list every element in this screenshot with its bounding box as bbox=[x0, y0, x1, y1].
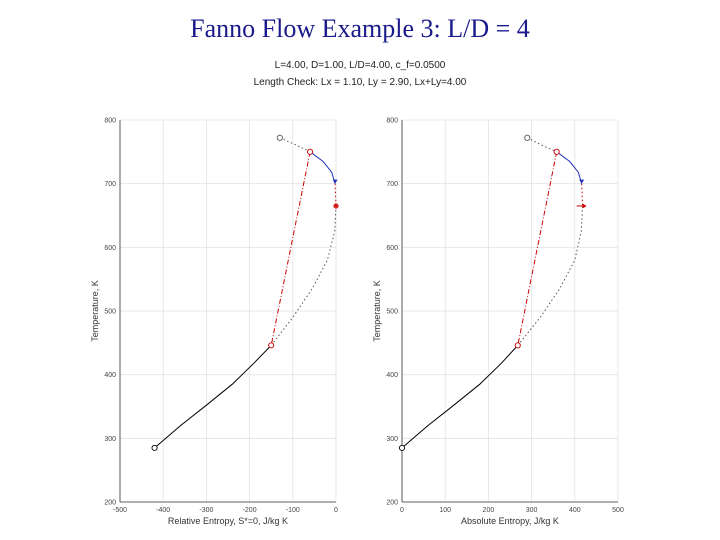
arrow-marker bbox=[332, 179, 338, 184]
x-tick-label: -400 bbox=[156, 507, 170, 514]
y-axis-label: Temperature, K bbox=[372, 280, 382, 342]
data-point-marker bbox=[276, 134, 283, 141]
x-tick-label: 400 bbox=[569, 507, 581, 514]
y-axis-label: Temperature, K bbox=[90, 280, 100, 342]
x-tick-label: -500 bbox=[113, 507, 127, 514]
x-tick-label: 0 bbox=[400, 507, 404, 514]
y-tick-label: 200 bbox=[104, 500, 116, 507]
y-tick-label: 800 bbox=[104, 118, 116, 125]
y-tick-label: 500 bbox=[104, 309, 116, 316]
y-tick-label: 700 bbox=[104, 181, 116, 188]
x-tick-label: -100 bbox=[286, 507, 300, 514]
arrow-marker bbox=[579, 179, 585, 184]
x-tick-label: 300 bbox=[526, 507, 538, 514]
x-tick-label: 100 bbox=[439, 507, 451, 514]
series-line-4 bbox=[270, 151, 311, 346]
chart-info-line-1: L=4.00, D=1.00, L/D=4.00, c_f=0.0500 bbox=[274, 60, 446, 71]
x-axis-label: Absolute Entropy, J/kg K bbox=[461, 516, 559, 526]
x-tick-label: -300 bbox=[199, 507, 213, 514]
series-line-5 bbox=[556, 151, 583, 184]
chart-panel-2: 0 100 200 300 400 500 200 300 400 500 600 700 800 Abs… bbox=[372, 118, 624, 527]
y-tick-label: 800 bbox=[386, 118, 398, 125]
series-line-5 bbox=[309, 151, 336, 184]
chart-panel-1: -500 -400 -300 -200 -100 0 200 300 400 500 600 700 8… bbox=[90, 118, 339, 526]
y-tick-label: 700 bbox=[386, 181, 398, 188]
data-point-marker bbox=[151, 444, 158, 451]
series-line-3 bbox=[279, 137, 311, 153]
arrow-marker bbox=[582, 203, 587, 209]
chart-info-line-2: Length Check: Lx = 1.10, Ly = 2.90, Lx+L… bbox=[253, 77, 467, 88]
x-tick-label: 500 bbox=[612, 507, 624, 514]
series-line-2 bbox=[270, 205, 337, 346]
x-axis-label: Relative Entropy, S*=0, J/kg K bbox=[168, 516, 288, 526]
y-tick-label: 300 bbox=[386, 436, 398, 443]
y-tick-label: 400 bbox=[386, 372, 398, 379]
y-tick-label: 400 bbox=[104, 372, 116, 379]
data-point-marker bbox=[524, 134, 531, 141]
series-line-3 bbox=[527, 137, 557, 153]
y-tick-label: 200 bbox=[386, 500, 398, 507]
x-tick-label: 200 bbox=[483, 507, 495, 514]
star-marker bbox=[333, 202, 339, 209]
data-point-marker bbox=[553, 148, 560, 155]
y-tick-label: 600 bbox=[104, 245, 116, 252]
series-line-1 bbox=[401, 345, 519, 449]
y-tick-label: 300 bbox=[104, 436, 116, 443]
data-point-marker bbox=[307, 148, 314, 155]
x-tick-label: 0 bbox=[334, 507, 338, 514]
x-tick-label: -200 bbox=[243, 507, 257, 514]
data-point-marker bbox=[268, 342, 275, 349]
y-tick-label: 500 bbox=[386, 309, 398, 316]
series-line-2 bbox=[517, 205, 584, 346]
slide-title: Fanno Flow Example 3: L/D = 4 bbox=[190, 14, 530, 43]
series-line-6 bbox=[581, 183, 584, 206]
data-point-marker bbox=[514, 342, 521, 349]
y-tick-label: 600 bbox=[386, 245, 398, 252]
series-line-1 bbox=[154, 345, 272, 449]
series-line-4 bbox=[517, 151, 558, 346]
data-point-marker bbox=[398, 444, 406, 451]
